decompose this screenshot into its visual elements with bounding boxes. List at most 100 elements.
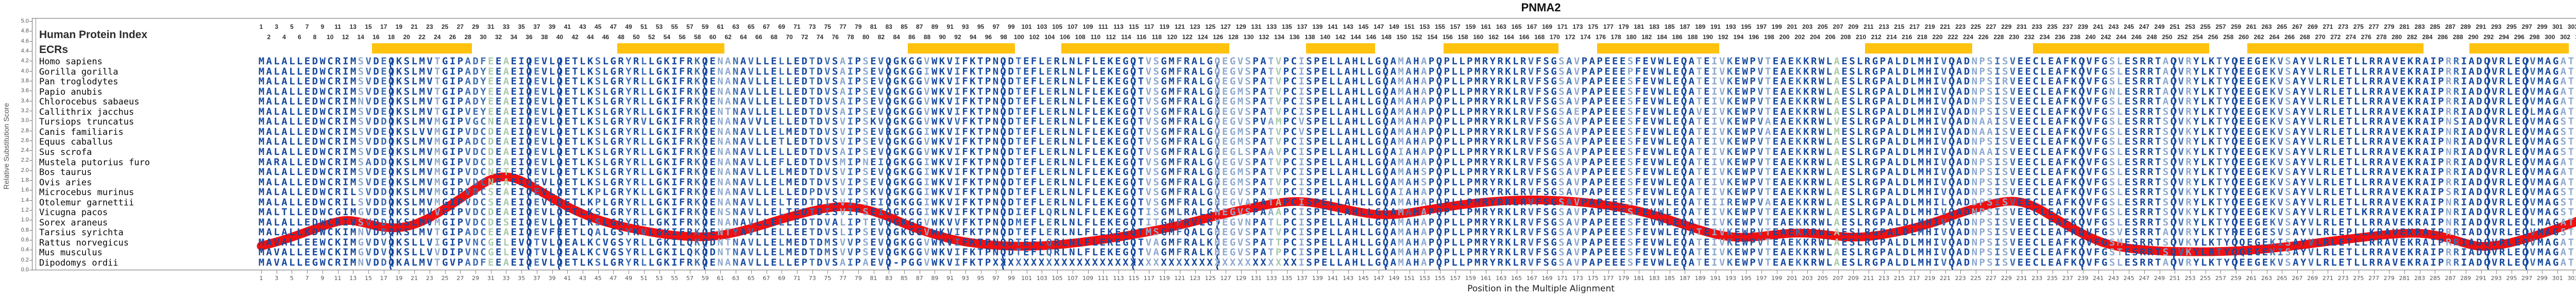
sequence-letter: V (824, 56, 831, 67)
sequence-letter: R (2323, 96, 2329, 108)
sequence-letter: L (1336, 176, 1343, 188)
sequence-letter: V (946, 146, 953, 158)
sequence-letter: D (1903, 106, 1909, 117)
ruler-number: 114 (1121, 33, 1131, 41)
sequence-letter: Q (2484, 65, 2490, 77)
ruler-number: 128 (1228, 33, 1239, 41)
sequence-letter: A (1405, 126, 1412, 137)
sequence-letter: F (1535, 166, 1542, 178)
sequence-letter: R (2377, 126, 2383, 137)
sequence-letter: S (1153, 106, 1159, 117)
sequence-letter: A (1191, 136, 1198, 148)
sequence-letter: L (1092, 116, 1098, 128)
sequence-letter: P (1979, 136, 1985, 148)
sequence-letter: L (1513, 166, 1519, 178)
sequence-letter: L (763, 156, 769, 168)
sequence-letter: V (748, 176, 754, 188)
sequence-letter: S (2560, 116, 2567, 128)
sequence-letter: A (1420, 126, 1427, 137)
sequence-letter: V (2492, 76, 2498, 88)
sequence-letter: D (312, 156, 318, 168)
sequence-letter: E (1604, 146, 1611, 158)
sequence-letter: T (1696, 166, 1702, 178)
sequence-letter: P (1467, 156, 1473, 168)
sequence-letter: D (801, 136, 808, 148)
sequence-letter: A (1987, 146, 1993, 158)
sequence-letter: R (1054, 96, 1060, 108)
sequence-letter: A (1887, 166, 1893, 178)
sequence-letter: L (2353, 76, 2360, 88)
sequence-letter: Y (2224, 116, 2230, 128)
sequence-letter: E (1222, 176, 1228, 188)
sequence-letter: F (2063, 96, 2070, 108)
sequence-letter: V (954, 116, 960, 128)
sequence-letter: A (1688, 156, 1694, 168)
sequence-letter: S (1558, 166, 1565, 178)
sequence-letter: A (1566, 156, 1572, 168)
sequence-letter: A (1589, 56, 1595, 67)
sequence-letter: L (2116, 65, 2123, 77)
sequence-letter: C (2032, 116, 2039, 128)
q-column-squiggle (527, 58, 531, 270)
sequence-letter: G (1161, 106, 1167, 117)
sequence-letter: Q (1948, 146, 1955, 158)
sequence-letter: K (901, 136, 907, 148)
sequence-letter: Q (2231, 76, 2238, 88)
sequence-letter: M (258, 96, 265, 108)
sequence-letter: E (511, 56, 517, 67)
ruler-number: 290 (2468, 33, 2479, 41)
sequence-letter: L (2353, 85, 2360, 97)
sequence-letter: C (327, 116, 333, 128)
sequence-letter: G (442, 166, 448, 178)
sequence-letter: P (1283, 106, 1290, 117)
sequence-letter: M (258, 136, 265, 148)
sequence-letter: R (1054, 85, 1060, 97)
sequence-letter: G (656, 116, 663, 128)
sequence-letter: A (1956, 136, 1962, 148)
sequence-letter: V (2277, 85, 2283, 97)
sequence-letter: V (1237, 76, 1244, 88)
sequence-letter: Y (2193, 156, 2199, 168)
sequence-letter: P (1444, 106, 1450, 117)
sequence-letter: G (442, 96, 448, 108)
sequence-letter: K (2407, 85, 2414, 97)
sequence-letter: K (970, 56, 976, 67)
sequence-letter: S (2285, 116, 2291, 128)
sequence-letter: L (1329, 136, 1335, 148)
sequence-letter: L (1857, 76, 1863, 88)
sequence-letter: A (2293, 136, 2299, 148)
sequence-letter: L (648, 65, 655, 77)
sequence-letter: I (449, 166, 456, 178)
sequence-letter: L (1360, 166, 1366, 178)
sequence-letter: Q (2231, 136, 2238, 148)
sequence-letter: L (274, 146, 280, 158)
sequence-letter: A (266, 85, 272, 97)
sequence-letter: W (319, 156, 326, 168)
sequence-letter: G (2552, 146, 2559, 158)
sequence-letter: L (1459, 136, 1465, 148)
sequence-letter: Q (2522, 85, 2528, 97)
sequence-letter: A (1834, 76, 1840, 88)
sequence-letter: K (1107, 126, 1113, 137)
sequence-letter: S (1245, 85, 1251, 97)
sequence-letter: Q (2231, 116, 2238, 128)
ruler-number: 59 (702, 23, 709, 30)
sequence-letter: E (2247, 85, 2253, 97)
sequence-letter: Q (2522, 166, 2528, 178)
sequence-letter: A (1956, 65, 1962, 77)
sequence-letter: A (2293, 126, 2299, 137)
sequence-letter: Q (526, 156, 532, 168)
sequence-letter: E (1321, 176, 1328, 188)
sequence-letter: A (1191, 96, 1198, 108)
sequence-letter: S (358, 76, 364, 88)
sequence-letter: V (748, 116, 754, 128)
sequence-letter: A (740, 76, 747, 88)
sequence-letter: T (2346, 106, 2352, 117)
sequence-letter: G (2552, 65, 2559, 77)
sequence-letter: G (893, 65, 900, 77)
sequence-letter: D (1963, 146, 1970, 158)
sequence-letter: A (1191, 176, 1198, 188)
sequence-letter: A (839, 76, 846, 88)
sequence-letter: L (1857, 56, 1863, 67)
sequence-letter: K (396, 156, 402, 168)
